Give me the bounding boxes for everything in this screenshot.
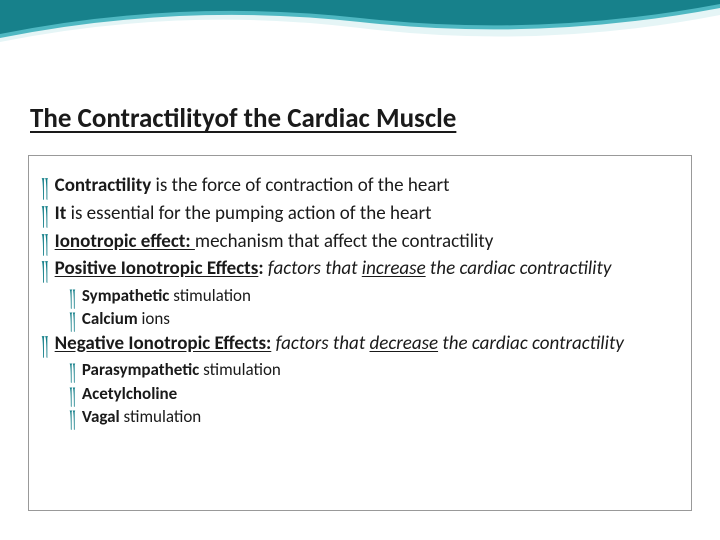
bullet-glyph-icon: ༎ [41,332,49,356]
bullet-glyph-icon: ༎ [41,257,49,281]
bullet-text: Acetylcholine [82,383,177,404]
bullet-text: Calcium ions [82,308,170,329]
content-box: ༎ Contractility is the force of contract… [28,155,692,511]
bullet-glyph-icon: ༎ [69,359,76,380]
bullet-glyph-icon: ༎ [69,406,76,427]
bullet-sub-item: ༎ Vagal stimulation [69,406,679,427]
bullet-sub-item: ༎ Acetylcholine [69,383,679,404]
bullet-text: Vagal stimulation [82,406,201,427]
bullet-glyph-icon: ༎ [41,174,49,198]
bullet-text: It is essential for the pumping action o… [55,202,432,226]
bullet-glyph-icon: ༎ [41,202,49,226]
bullet-item: ༎ Ionotropic effect: mechanism that affe… [41,230,679,254]
bullet-text: Contractility is the force of contractio… [55,174,450,198]
bullet-text: Positive Ionotropic Effects: factors tha… [55,257,612,281]
bullet-item: ༎ Positive Ionotropic Effects: factors t… [41,257,679,281]
bullet-text: Ionotropic effect: mechanism that affect… [55,230,494,254]
bullet-glyph-icon: ༎ [69,383,76,404]
bullet-text: Sympathetic stimulation [82,285,251,306]
slide-title: The Contractilityof the Cardiac Muscle [30,102,456,135]
bullet-text: Parasympathetic stimulation [82,359,281,380]
bullet-glyph-icon: ༎ [69,285,76,306]
bullet-sub-item: ༎ Sympathetic stimulation [69,285,679,306]
bullet-text: Negative Ionotropic Effects: factors tha… [55,332,624,356]
wave-decoration [0,0,720,75]
bullet-glyph-icon: ༎ [69,308,76,329]
bullet-sub-item: ༎ Parasympathetic stimulation [69,359,679,380]
bullet-item: ༎ Contractility is the force of contract… [41,174,679,198]
bullet-sub-item: ༎ Calcium ions [69,308,679,329]
bullet-item: ༎ It is essential for the pumping action… [41,202,679,226]
bullet-glyph-icon: ༎ [41,230,49,254]
bullet-item: ༎ Negative Ionotropic Effects: factors t… [41,332,679,356]
